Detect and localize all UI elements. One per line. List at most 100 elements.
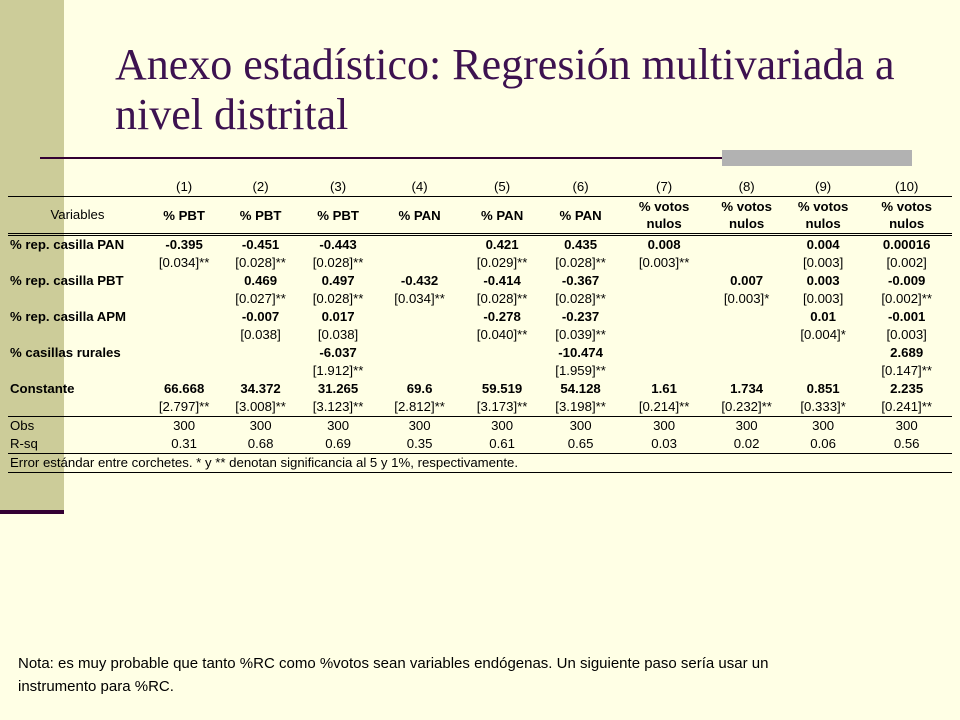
se-row: [2.797]** [3.008]** [3.123]** [2.812]** [3.1… [8,398,952,417]
coefficient: -0.451 [241,237,280,252]
standard-error: [0.029]** [476,255,528,270]
coefficient: 0.497 [321,273,355,288]
standard-error [376,362,463,380]
standard-error: [0.003] [802,291,844,306]
standard-error [147,326,221,344]
footnote-row: Error estándar entre corchetes. * y ** d… [8,453,952,473]
standard-error: [0.028]** [312,291,364,306]
standard-error: [0.002] [886,255,927,270]
obs-row: Obs 300 300 300 300 300 300 300 300 300 300 [8,417,952,436]
standard-error [620,326,709,344]
coefficient [147,308,221,326]
standard-error [708,326,784,344]
dep-var-header: % votos nulos [708,196,785,236]
coef-row: % rep. casilla PBT 0.469 0.497 -0.432 -0.414… [8,272,952,290]
rsq-value: 0.31 [146,435,222,454]
coefficient [376,308,463,326]
standard-error: [3.173]** [462,398,542,417]
rsq-value: 0.56 [861,435,952,454]
standard-error [620,290,709,308]
standard-error [376,326,463,344]
coefficient: 0.435 [564,237,598,252]
rsq-value: 0.65 [541,435,620,454]
model-number: (8) [738,179,755,194]
standard-error [785,362,861,380]
slide-title: Anexo estadístico: Regresión multivariad… [115,40,895,139]
model-number: (10) [894,179,919,194]
obs-value: 300 [653,418,676,433]
standard-error: [0.028]** [476,291,528,306]
table-footnote: Error estándar entre corchetes. * y ** d… [8,453,952,473]
se-spacer [8,398,147,417]
standard-error [147,290,221,308]
dep-var-header: % votos nulos [861,196,952,236]
coefficient: 0.421 [485,237,519,252]
coefficient [463,344,541,362]
coefficient [620,308,709,326]
dep-var-row: Variables% PBT% PBT% PBT% PAN% PAN% PAN%… [8,196,952,236]
coefficient: -10.474 [558,345,603,360]
coefficient: 0.469 [244,273,278,288]
standard-error: [0.034]** [394,291,445,306]
title-divider-accent [722,150,912,166]
se-row: [1.912]** [1.959]** [0.147]** [8,362,952,380]
standard-error: [0.004]* [800,327,846,342]
coefficient: -0.367 [561,273,600,288]
standard-error: [0.241]** [861,398,952,417]
variable-name: % rep. casilla APM [10,309,127,324]
coefficient: -0.007 [241,309,280,324]
model-number: (2) [252,179,269,194]
dep-var-header: % PAN [462,196,542,236]
coefficient: 0.007 [730,273,764,288]
obs-value: 300 [408,418,431,433]
standard-error: [0.034]** [158,255,210,270]
standard-error: [2.797]** [146,398,222,417]
model-number: (1) [176,179,193,194]
coefficient: -0.432 [400,273,439,288]
standard-error [463,362,541,380]
standard-error: [0.028]** [555,255,606,270]
dep-var-header: % votos nulos [784,196,862,236]
coefficient [708,344,784,362]
coefficient [147,344,221,362]
obs-value: 300 [569,418,592,433]
coefficient: 0.008 [647,237,681,252]
coefficient: 66.668 [163,381,205,396]
coefficient: 34.372 [240,381,281,396]
coefficient: -6.037 [319,345,357,360]
standard-error [620,362,709,380]
standard-error: [0.214]** [619,398,709,417]
coefficient: 0.01 [810,309,836,324]
coefficient [620,344,709,362]
variable-name: Constante [10,381,75,396]
standard-error: [0.002]** [881,291,932,306]
standard-error [708,254,784,272]
obs-label: Obs [10,418,35,433]
coefficient: 1.61 [651,381,677,396]
dep-var-header: % PAN [376,196,463,236]
rsq-value: 0.02 [708,435,785,454]
variables-header: Variables [8,196,147,236]
obs-value: 300 [735,418,758,433]
dep-var-header: % PBT [146,196,222,236]
se-row: [0.027]** [0.028]** [0.034]** [0.028]** [0.0… [8,290,952,308]
coefficient: 31.265 [317,381,359,396]
coefficient [620,272,709,290]
model-number: (7) [656,179,673,194]
standard-error [221,362,299,380]
coefficient: 0.00016 [882,237,931,252]
coefficient: -0.395 [165,237,203,252]
standard-error: [0.003]** [638,255,690,270]
model-number-row: (1) (2) (3) (4) (5) (6) (7) (8) (9) (10) [8,178,952,197]
variable-name: % casillas rurales [10,345,121,360]
se-spacer [8,326,147,344]
standard-error: [0.232]** [708,398,785,417]
rsq-value: 0.69 [299,435,377,454]
standard-error: [0.003] [886,327,927,342]
rsq-value: 0.06 [784,435,862,454]
obs-value: 300 [249,418,272,433]
obs-value: 300 [327,418,350,433]
standard-error: [0.038] [240,327,281,342]
dep-var-header: % votos nulos [619,196,709,236]
variable-name: % rep. casilla PAN [10,237,125,252]
